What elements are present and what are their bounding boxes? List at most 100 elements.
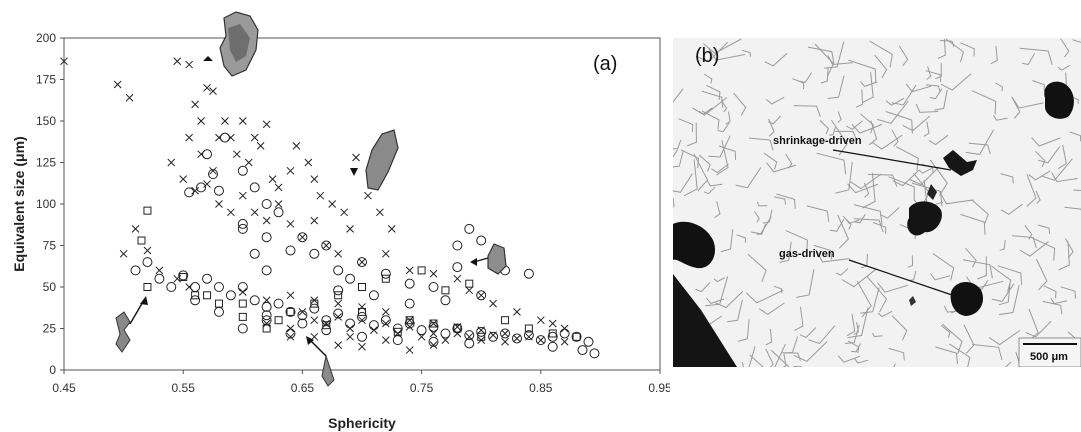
x-tick-label: 0.85 xyxy=(529,381,553,395)
x-axis-ticks: 0.45 0.55 0.65 0.75 0.85 0.95 xyxy=(52,370,670,395)
data-point-cross xyxy=(186,61,193,68)
data-point-cross xyxy=(347,225,354,232)
data-point-cross xyxy=(263,217,270,224)
y-tick-label: 175 xyxy=(36,73,56,87)
data-point-circle xyxy=(405,299,414,308)
data-point-circle xyxy=(346,319,355,328)
data-point-square xyxy=(144,207,151,214)
data-point-circle xyxy=(590,349,599,358)
data-point-cross xyxy=(376,209,383,216)
data-point-square xyxy=(204,292,211,299)
data-point-square xyxy=(573,333,580,340)
data-point-circle xyxy=(238,166,247,175)
data-point-circle xyxy=(214,283,223,292)
x-tick-label: 0.75 xyxy=(410,381,434,395)
scale-bar-label: 500 μm xyxy=(1030,351,1068,363)
y-tick-label: 50 xyxy=(43,280,57,294)
data-point-cross xyxy=(245,159,252,166)
data-point-circle xyxy=(250,296,259,305)
data-point-cross xyxy=(353,154,360,161)
data-point-circle xyxy=(298,319,307,328)
data-point-circle xyxy=(238,283,247,292)
data-point-circle xyxy=(238,324,247,333)
data-point-circle xyxy=(203,150,212,159)
micrograph-panel: shrinkage-driven gas-driven 500 μm (b) xyxy=(673,38,1081,367)
data-point-cross xyxy=(549,320,556,327)
data-point-circle xyxy=(453,241,462,250)
data-point-cross xyxy=(174,58,181,65)
data-point-cross xyxy=(221,118,228,125)
x-axis-label: Sphericity xyxy=(328,415,396,431)
data-point-circle xyxy=(453,263,462,272)
shrinkage-pore-center xyxy=(907,201,942,235)
data-point-square xyxy=(502,317,509,324)
data-point-cross xyxy=(311,317,318,324)
data-point-circle xyxy=(369,291,378,300)
data-point-cross xyxy=(466,287,473,294)
data-point-circle xyxy=(489,332,498,341)
data-point-cross xyxy=(275,201,282,208)
data-point-cross xyxy=(299,234,306,241)
data-point-circle xyxy=(578,346,587,355)
data-point-cross xyxy=(406,347,413,354)
pore-shape-small xyxy=(488,244,506,274)
x-tick-label: 0.45 xyxy=(52,381,76,395)
data-point-cross xyxy=(329,201,336,208)
data-point-circle xyxy=(465,331,474,340)
data-point-circle xyxy=(214,186,223,195)
data-point-square xyxy=(144,284,151,291)
y-tick-label: 200 xyxy=(36,31,56,45)
data-point-square xyxy=(418,267,425,274)
data-point-circle xyxy=(143,258,152,267)
data-point-cross xyxy=(251,134,258,141)
data-point-circle xyxy=(274,208,283,217)
data-point-square xyxy=(287,308,294,315)
pointer-shrinkage xyxy=(833,150,951,170)
x-tick-label: 0.55 xyxy=(172,381,196,395)
data-point-circle xyxy=(441,329,450,338)
data-point-cross xyxy=(168,159,175,166)
data-point-cross xyxy=(257,142,264,149)
dendrite-network xyxy=(673,39,1081,367)
y-axis-label: Equivalent size (μm) xyxy=(11,136,27,271)
y-axis-ticks: 0255075100125150175200 xyxy=(36,31,64,377)
data-point-cross xyxy=(335,250,342,257)
shrinkage-driven-label: shrinkage-driven xyxy=(773,135,862,147)
data-point-circle xyxy=(155,274,164,283)
panel-b-label: (b) xyxy=(695,45,719,67)
data-point-cross xyxy=(305,159,312,166)
data-point-cross xyxy=(287,220,294,227)
data-point-square xyxy=(215,300,222,307)
data-point-cross xyxy=(144,247,151,254)
y-tick-label: 25 xyxy=(43,322,57,336)
data-point-circle xyxy=(465,339,474,348)
data-point-circle xyxy=(465,224,474,233)
y-tick-label: 75 xyxy=(43,239,57,253)
data-point-cross xyxy=(180,176,187,183)
arrow-to-medium xyxy=(350,168,358,176)
data-point-square xyxy=(442,287,449,294)
data-point-circle xyxy=(191,283,200,292)
data-point-circle xyxy=(548,342,557,351)
data-point-cross xyxy=(311,217,318,224)
data-point-cross xyxy=(478,292,485,299)
data-point-circle xyxy=(310,249,319,258)
data-point-cross xyxy=(293,142,300,149)
data-point-cross xyxy=(156,267,163,274)
data-point-cross xyxy=(120,250,127,257)
data-point-cross xyxy=(388,225,395,232)
data-point-circle xyxy=(524,269,533,278)
data-point-circle xyxy=(334,266,343,275)
data-point-circle xyxy=(203,274,212,283)
data-point-circle xyxy=(262,266,271,275)
data-point-square xyxy=(359,284,366,291)
data-point-circle xyxy=(417,326,426,335)
data-point-cross xyxy=(382,250,389,257)
data-point-cross xyxy=(502,338,509,345)
data-point-circle xyxy=(560,329,569,338)
data-point-circle xyxy=(286,246,295,255)
y-tick-label: 100 xyxy=(36,197,56,211)
data-point-cross xyxy=(335,300,342,307)
data-point-cross xyxy=(287,292,294,299)
